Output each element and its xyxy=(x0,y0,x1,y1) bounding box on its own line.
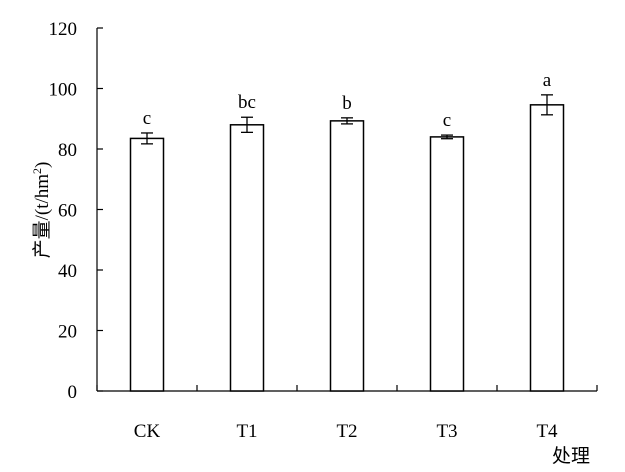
bar-t2 xyxy=(329,120,365,392)
y-tick-label: 0 xyxy=(68,382,78,403)
y-ticks: 0 20 40 60 80 100 120 xyxy=(49,19,103,403)
y-tick-label: 80 xyxy=(58,140,77,161)
y-tick-label: 60 xyxy=(58,201,77,222)
x-tick-label: CK xyxy=(134,421,161,442)
error-bar-t4 xyxy=(541,94,553,116)
significance-label: c xyxy=(443,110,451,131)
error-bar-ck xyxy=(141,132,153,145)
labels: c CK bc T1 b T2 c T3 a T4 xyxy=(134,70,558,442)
significance-label: bc xyxy=(238,92,256,113)
bar-t3 xyxy=(429,136,465,392)
x-axis-title: 处理 xyxy=(552,445,590,467)
x-tick-label: T3 xyxy=(436,421,457,442)
significance-label: b xyxy=(342,93,352,114)
error-bar-t1 xyxy=(241,116,253,134)
error-bar-t2 xyxy=(341,117,353,125)
x-tick-label: T1 xyxy=(236,421,257,442)
y-tick-label: 40 xyxy=(58,261,77,282)
significance-label: c xyxy=(143,108,151,129)
y-tick-label: 20 xyxy=(58,322,77,343)
y-axis-title: 产量/(t/hm2) xyxy=(30,162,53,259)
x-tick-label: T4 xyxy=(536,421,558,442)
bar-t1 xyxy=(229,124,265,392)
significance-label: a xyxy=(543,70,552,91)
error-bar-t3 xyxy=(441,134,453,140)
y-tick-label: 120 xyxy=(49,19,78,40)
bars xyxy=(129,94,565,392)
bar-ck xyxy=(129,137,165,392)
bar-t4 xyxy=(529,104,565,392)
x-tick-label: T2 xyxy=(336,421,357,442)
y-tick-label: 100 xyxy=(49,80,78,101)
